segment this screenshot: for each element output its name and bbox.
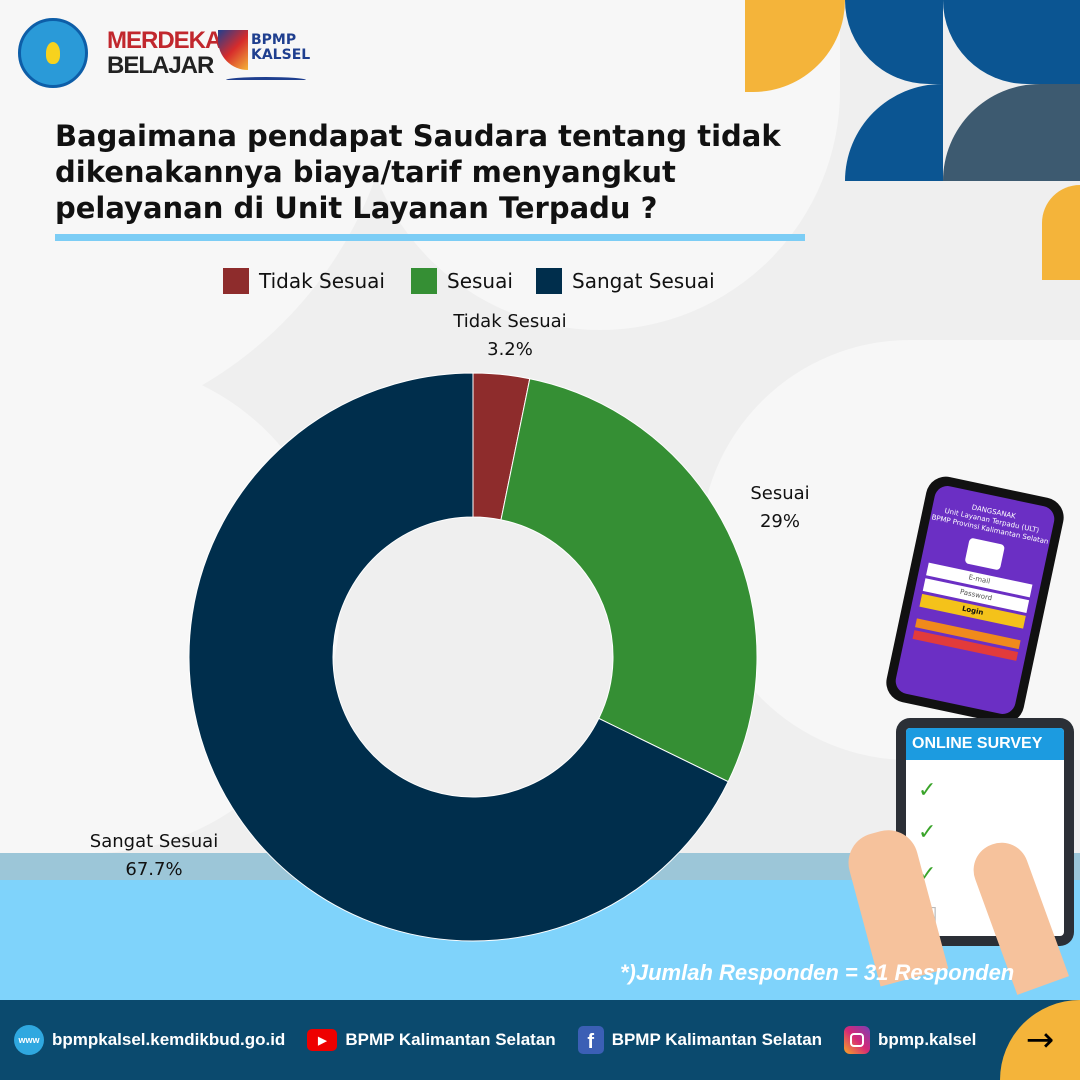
legend-item: Sesuai bbox=[411, 268, 513, 294]
data-label-sangat-sesuai: Sangat Sesuai 67.7% bbox=[89, 831, 219, 880]
legend-item: Tidak Sesuai bbox=[223, 268, 385, 294]
title-underline bbox=[55, 234, 805, 241]
respondent-note: *)Jumlah Responden = 31 Responden bbox=[620, 960, 1015, 985]
legend-swatch bbox=[223, 268, 249, 294]
bpmp-kalsel-logo: BPMP KALSEL bbox=[218, 25, 313, 90]
donut-slice-sesuai bbox=[500, 378, 758, 783]
footer-instagram[interactable]: bpmp.kalsel bbox=[844, 1026, 976, 1054]
footer: www bpmpkalsel.kemdikbud.go.id ▶ BPMP Kali… bbox=[0, 1000, 1080, 1080]
tut-wuri-logo bbox=[18, 18, 88, 88]
data-label-tidak-sesuai: Tidak Sesuai 3.2% bbox=[453, 311, 567, 360]
donut-chart bbox=[188, 372, 758, 942]
legend-label: Tidak Sesuai bbox=[259, 269, 385, 293]
globe-icon: www bbox=[14, 1025, 44, 1055]
facebook-icon: f bbox=[577, 1026, 604, 1054]
legend-swatch bbox=[411, 268, 437, 294]
footer-youtube[interactable]: ▶ BPMP Kalimantan Selatan bbox=[307, 1029, 556, 1051]
data-label-sesuai: Sesuai 29% bbox=[750, 483, 810, 532]
youtube-icon: ▶ bbox=[307, 1029, 338, 1051]
merdeka-belajar-logo: MERDEKA BELAJAR bbox=[107, 27, 222, 79]
arrow-right-icon: → bbox=[1025, 1020, 1055, 1060]
footer-facebook[interactable]: f BPMP Kalimantan Selatan bbox=[577, 1026, 822, 1054]
deco-yellow bbox=[1042, 185, 1080, 280]
instagram-icon bbox=[844, 1026, 871, 1054]
chart-title: Bagaimana pendapat Saudara tentang tidak… bbox=[55, 119, 781, 225]
donut-slice-sangat-sesuai bbox=[188, 372, 729, 942]
legend-label: Sangat Sesuai bbox=[572, 269, 715, 293]
legend-swatch bbox=[536, 268, 562, 294]
legend-label: Sesuai bbox=[447, 269, 513, 293]
legend-item: Sangat Sesuai bbox=[536, 268, 715, 294]
footer-website[interactable]: www bpmpkalsel.kemdikbud.go.id bbox=[14, 1025, 285, 1055]
